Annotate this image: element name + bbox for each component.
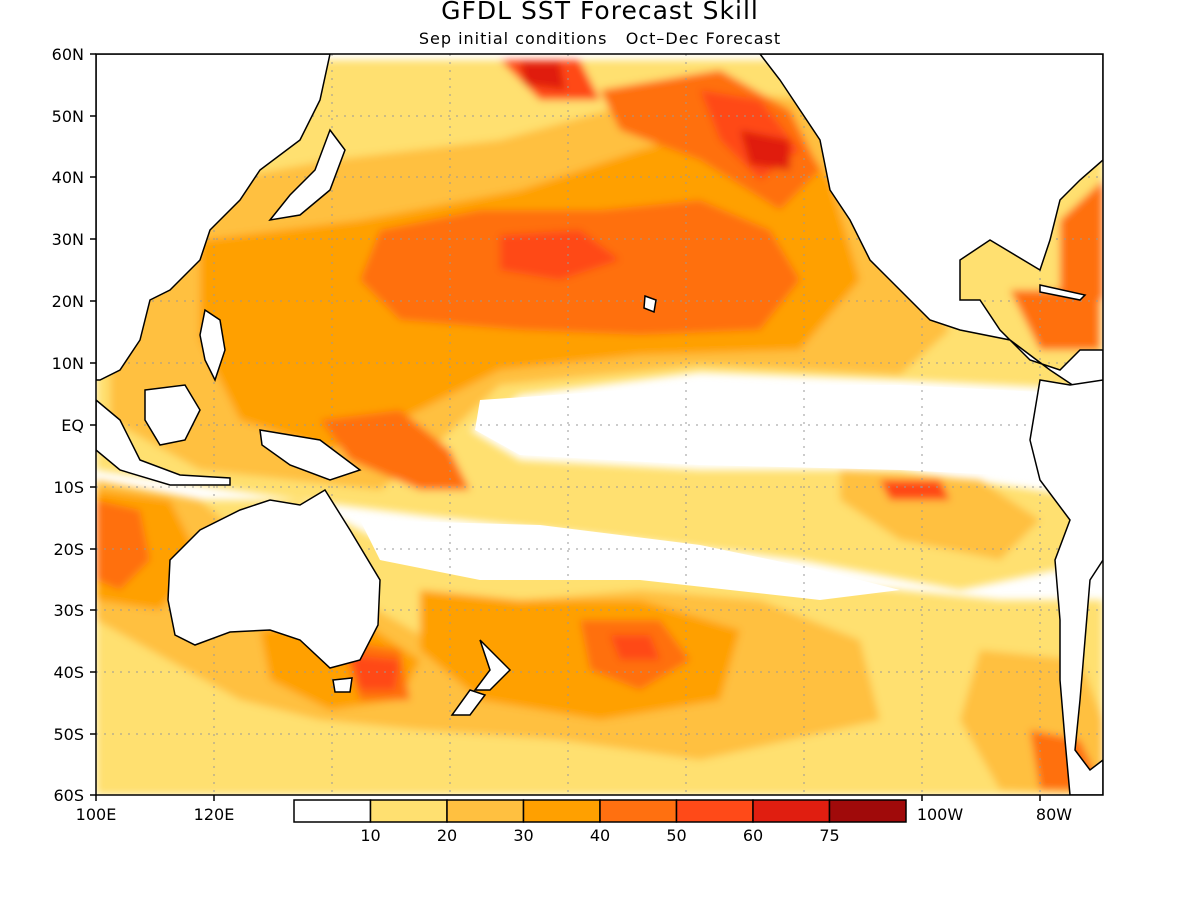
skill-band-60-75-north-pacific <box>520 62 565 90</box>
skill-band-50-60-east <box>880 480 950 500</box>
colorbar-swatch <box>752 799 831 823</box>
colorbar-swatch <box>828 799 907 823</box>
skill-band-40-50-west <box>96 500 150 590</box>
coastline-japan <box>268 128 346 222</box>
map-grid <box>96 54 1103 795</box>
coastline-hawaii <box>643 294 657 314</box>
coastline-north-america <box>759 54 1103 391</box>
map-title: GFDL SST Forecast Skill <box>441 0 759 25</box>
coastline-new-guinea <box>259 429 362 481</box>
lat-label-60n: 60N <box>52 45 84 64</box>
lat-label-20n: 20N <box>52 292 84 311</box>
colorbar-label: 30 <box>513 826 533 845</box>
lat-axis <box>90 53 96 796</box>
lat-label-30n: 30N <box>52 230 84 249</box>
skill-band-50-60-south-central <box>610 635 660 660</box>
lat-label-60s: 60S <box>53 786 84 805</box>
colorbar-label: 50 <box>666 826 686 845</box>
skill-band-50-60-south-australia <box>350 655 400 690</box>
lat-label-50n: 50N <box>52 107 84 126</box>
coastline-south-america <box>1029 379 1103 795</box>
subtropical-south-low-skill-region <box>360 520 900 600</box>
coastline-philippines <box>199 308 226 382</box>
skill-band-50-60-north-central <box>500 230 620 280</box>
colorbar-swatch <box>522 799 601 823</box>
map-subtitle: Sep initial conditions Oct–Dec Forecast <box>418 29 782 48</box>
skill-band-40-50-equatorial <box>320 410 470 490</box>
colorbar-label: 10 <box>360 826 380 845</box>
lat-label-50s: 50S <box>53 725 84 744</box>
colorbar-label: 75 <box>819 826 839 845</box>
colorbar-label: 60 <box>743 826 763 845</box>
colorbar-swatch <box>675 799 754 823</box>
colorbar-swatch <box>369 799 448 823</box>
lon-label-100e: 100E <box>76 805 117 824</box>
skill-band-40-50-caribbean <box>1010 290 1100 350</box>
colorbar-label: 40 <box>590 826 610 845</box>
lon-label-120e: 120E <box>194 805 235 824</box>
coastline-asia <box>96 54 331 381</box>
lon-axis <box>95 795 1041 801</box>
coastline-sumatra-java <box>96 399 231 486</box>
lat-label-20s: 20S <box>53 540 84 559</box>
coastline-borneo <box>144 384 201 446</box>
lat-label-eq: EQ <box>61 416 84 435</box>
lat-label-40n: 40N <box>52 168 84 187</box>
lat-tick-labels: 60N 50N 40N 30N 20N 10N EQ 10S 20S 30S 4… <box>52 45 84 805</box>
lat-label-10s: 10S <box>53 478 84 497</box>
coastline-tasmania <box>332 677 353 693</box>
coastline-new-zealand <box>473 639 512 691</box>
colorbar: 10 20 30 40 50 60 75 <box>293 799 907 845</box>
colorbar-swatch <box>599 799 678 823</box>
skill-band-60-75-northeast <box>740 130 790 170</box>
colorbar-swatch <box>446 799 525 823</box>
coastlines <box>96 54 1103 795</box>
coastline-cuba <box>1039 284 1087 301</box>
lon-tick-labels: 100E 120E 100W 80W <box>76 805 1073 824</box>
colorbar-swatch <box>293 799 372 823</box>
lon-label-80w: 80W <box>1036 805 1072 824</box>
lat-label-10n: 10N <box>52 354 84 373</box>
skill-band-40-50-gulf-stream <box>1060 180 1103 300</box>
lon-label-100w: 100W <box>917 805 964 824</box>
equatorial-low-skill-region <box>475 385 1103 480</box>
coastline-new-zealand-south <box>450 689 487 716</box>
lat-label-40s: 40S <box>53 663 84 682</box>
lat-label-30s: 30S <box>53 601 84 620</box>
colorbar-label: 20 <box>437 826 457 845</box>
coastline-australia <box>167 488 381 669</box>
